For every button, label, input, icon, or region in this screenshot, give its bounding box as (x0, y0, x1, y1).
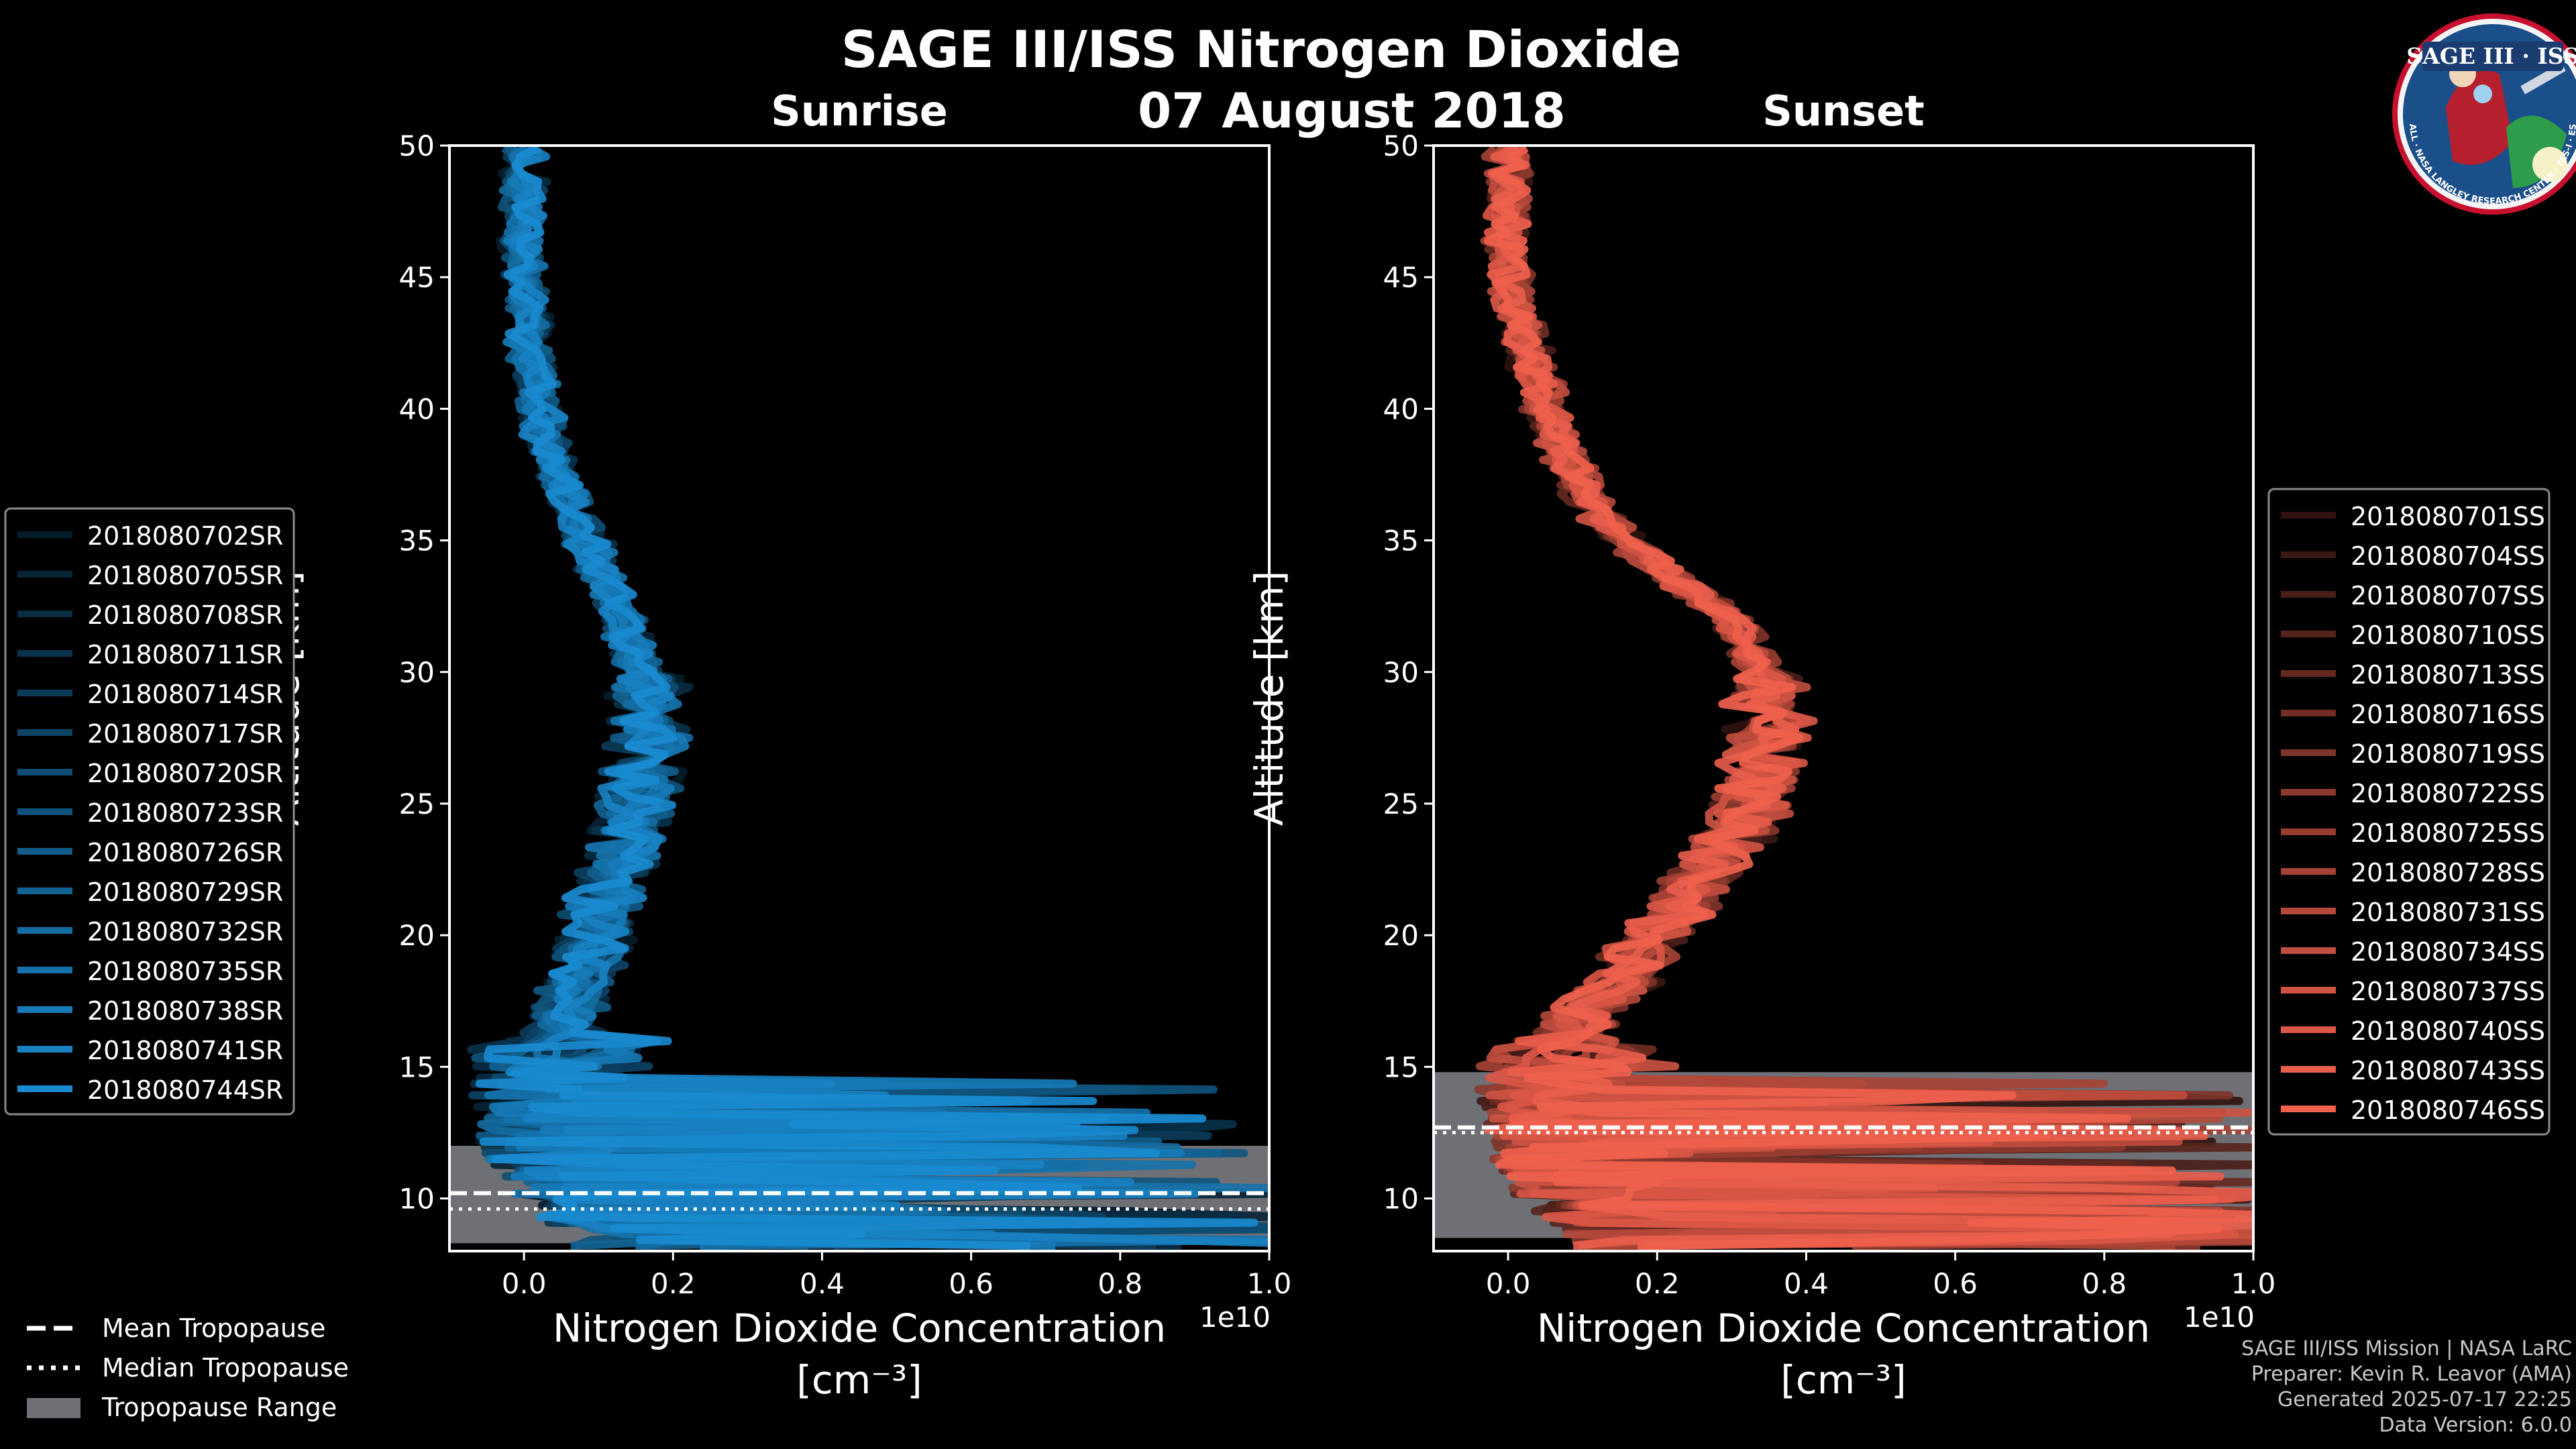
footer-mission: SAGE III/ISS Mission | NASA LaRC (2241, 1337, 2572, 1360)
y-tick-label: 10 (399, 1183, 435, 1216)
legend-entry: 2018080737SS (2351, 977, 2545, 1006)
x-tick-label: 0.0 (502, 1267, 547, 1300)
x-tick-label: 1.0 (2231, 1267, 2276, 1300)
y-tick-label: 20 (1383, 919, 1419, 952)
x-axis-unit: [cm⁻³] (1780, 1357, 1907, 1403)
legend-entry: 2018080744SR (87, 1075, 283, 1105)
legend-median-label: Median Tropopause (102, 1353, 349, 1383)
tropopause-legend: Mean Tropopause Median Tropopause Tropop… (27, 1313, 349, 1422)
legend-entry: 2018080720SR (87, 759, 283, 788)
legend-entry: 2018080728SS (2351, 858, 2545, 888)
y-tick-label: 35 (1383, 525, 1419, 557)
y-tick-label: 25 (399, 788, 435, 820)
sage-mission-patch-icon: SAGE III · ISS BALL · NASA LANGLEY RESEA… (2392, 13, 2576, 215)
sunrise-chart: 0.0 0.2 0.4 0.6 0.8 1.0 10 15 20 25 30 35 40 45 50 Sunr… (262, 87, 1292, 1403)
x-axis-label: Nitrogen Dioxide Concentration (553, 1305, 1166, 1351)
sunset-legend: 2018080701SS 2018080704SS 2018080707SS 2018… (2267, 488, 2551, 1136)
footer-credits: SAGE III/ISS Mission | NASA LaRC Prepare… (2241, 1336, 2572, 1438)
legend-entry: 2018080702SR (87, 521, 283, 551)
y-tick-label: 30 (399, 656, 435, 689)
profile-line-2018080738SR (487, 146, 1185, 1250)
y-tick-label: 30 (1383, 656, 1419, 689)
x-tick-label: 1.0 (1247, 1267, 1292, 1300)
legend-entry: 2018080708SR (87, 600, 283, 630)
legend-entry: 2018080713SS (2351, 660, 2545, 690)
sunrise-legend: 2018080702SR 2018080705SR 2018080708SR 2018… (4, 507, 295, 1116)
y-tick-label: 35 (399, 525, 435, 557)
axes-frame (448, 144, 1271, 1252)
legend-entry: 2018080701SS (2351, 502, 2545, 531)
legend-entry: 2018080729SR (87, 877, 283, 907)
y-tick-label: 10 (1383, 1183, 1419, 1216)
x-tick-label: 0.2 (651, 1267, 696, 1300)
legend-mean-label: Mean Tropopause (102, 1313, 325, 1343)
legend-entry: 2018080716SS (2351, 700, 2545, 729)
legend-entry: 2018080735SR (87, 957, 283, 986)
x-tick-label: 0.8 (2082, 1267, 2127, 1300)
legend-entry: 2018080732SR (87, 917, 283, 947)
x-scale-label: 1e10 (2184, 1301, 2255, 1334)
legend-entry: 2018080738SR (87, 996, 283, 1026)
legend-range-patch (27, 1398, 80, 1418)
legend-entry: 2018080722SS (2351, 779, 2545, 808)
x-axis-unit: [cm⁻³] (796, 1357, 922, 1403)
figure-title: SAGE III/ISS Nitrogen Dioxide (841, 19, 1681, 79)
y-tick-label: 25 (1383, 788, 1419, 820)
legend-box (2267, 488, 2551, 1136)
x-tick-label: 0.6 (1933, 1267, 1978, 1300)
x-tick-label: 0.8 (1097, 1267, 1142, 1300)
legend-entry: 2018080704SS (2351, 541, 2545, 571)
footer-preparer: Preparer: Kevin R. Leavor (AMA) (2251, 1362, 2572, 1386)
profile-line-2018080746SS (1484, 146, 2253, 1250)
x-scale-label: 1e10 (1199, 1301, 1271, 1334)
panel-title: Sunrise (771, 87, 948, 136)
y-axis-label: Altitude [km] (1246, 571, 1292, 826)
y-tick-label: 40 (399, 392, 435, 425)
x-tick-label: 0.4 (1784, 1267, 1829, 1300)
y-tick-label: 50 (1383, 129, 1419, 162)
panel-title: Sunset (1762, 87, 1925, 136)
legend-entry: 2018080707SS (2351, 581, 2545, 610)
x-tick-label: 0.6 (949, 1267, 994, 1300)
y-tick-label: 40 (1383, 392, 1419, 425)
legend-entry: 2018080746SS (2351, 1095, 2545, 1125)
legend-entry: 2018080726SR (87, 838, 283, 867)
y-tick-label: 15 (399, 1051, 435, 1083)
footer-generated: Generated 2025-07-17 22:25 (2277, 1388, 2572, 1411)
legend-entry: 2018080740SS (2351, 1016, 2545, 1046)
legend-entry: 2018080711SR (87, 640, 283, 669)
footer-version: Data Version: 6.0.0 (2379, 1413, 2572, 1437)
x-axis-label: Nitrogen Dioxide Concentration (1537, 1305, 2150, 1351)
legend-entry: 2018080717SR (87, 719, 283, 749)
legend-entry: 2018080705SR (87, 561, 283, 590)
y-tick-label: 45 (399, 261, 435, 294)
logo-title: SAGE III · ISS (2406, 43, 2576, 69)
profile-line-2018080744SR (475, 146, 1258, 1250)
legend-entry: 2018080714SR (87, 680, 283, 709)
legend-entry: 2018080731SS (2351, 898, 2545, 927)
y-tick-label: 20 (399, 919, 435, 952)
legend-entry: 2018080719SS (2351, 739, 2545, 769)
profile-line-2018080740SS (1482, 146, 2239, 1250)
y-tick-label: 15 (1383, 1051, 1419, 1083)
y-tick-label: 45 (1383, 261, 1419, 294)
sunset-chart: 0.0 0.2 0.4 0.6 0.8 1.0 10 15 20 25 30 35 40 45 50 Suns… (1246, 87, 2276, 1403)
x-tick-label: 0.2 (1635, 1267, 1680, 1300)
legend-box (4, 507, 295, 1116)
legend-range-label: Tropopause Range (101, 1393, 337, 1422)
legend-entry: 2018080710SS (2351, 621, 2545, 650)
legend-entry: 2018080734SS (2351, 937, 2545, 967)
x-tick-label: 0.0 (1486, 1267, 1531, 1300)
x-tick-label: 0.4 (800, 1267, 845, 1300)
legend-entry: 2018080743SS (2351, 1056, 2545, 1085)
figure-date: 07 August 2018 (1138, 83, 1566, 139)
axes-frame (1432, 144, 2255, 1252)
legend-entry: 2018080723SR (87, 798, 283, 828)
y-tick-label: 50 (399, 129, 435, 162)
legend-entry: 2018080741SR (87, 1036, 283, 1065)
legend-entry: 2018080725SS (2351, 818, 2545, 848)
